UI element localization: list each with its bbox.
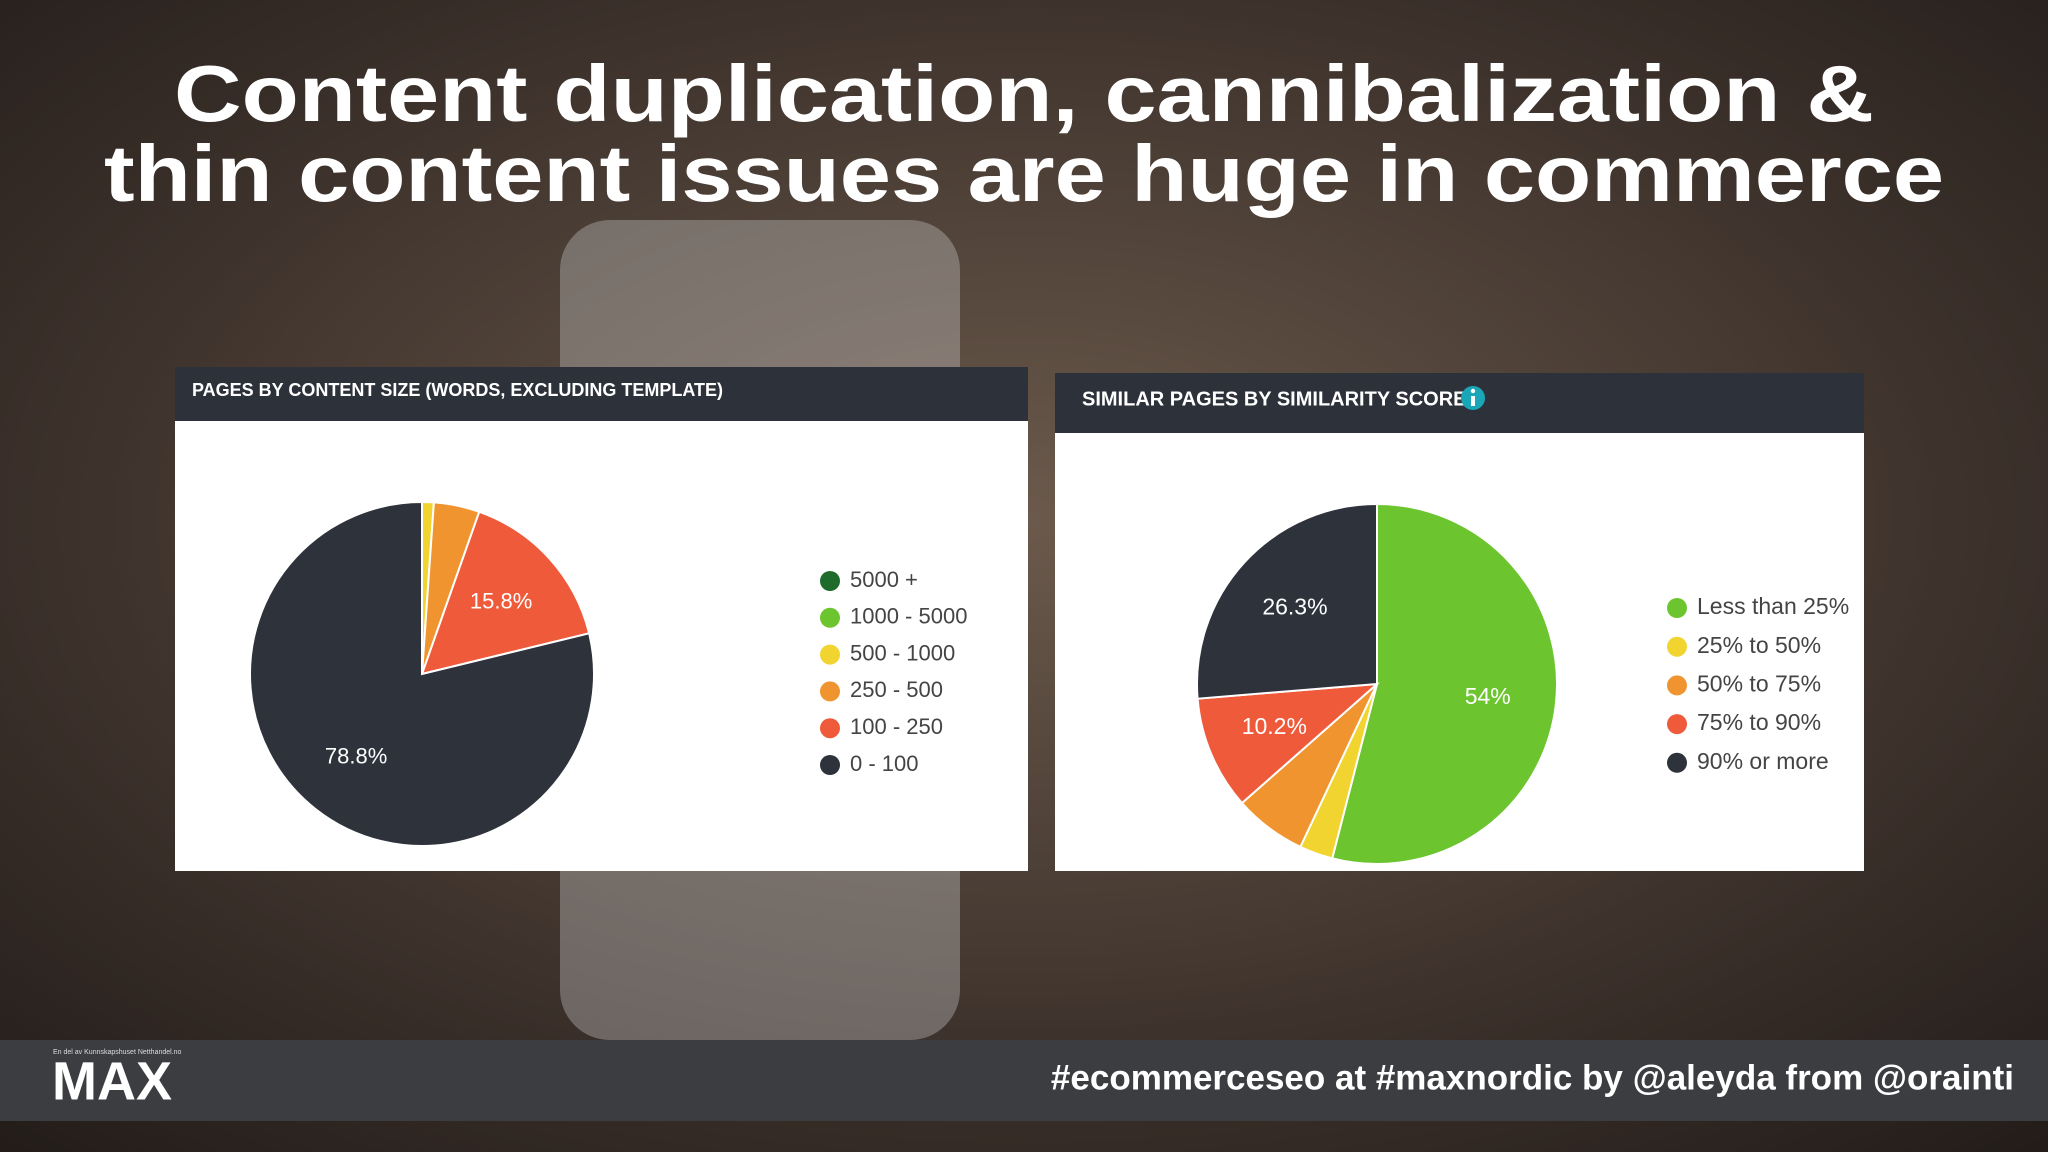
- pie-slice: [1196, 502, 1378, 700]
- pie-slice: [1331, 502, 1558, 865]
- legend-swatch: [820, 607, 840, 628]
- footer-text: #ecommerceseo at #maxnordic by @aleyda f…: [1051, 1058, 2014, 1097]
- slide-title: Content duplication, cannibalization &: [174, 49, 1874, 138]
- footer-bar: [0, 1040, 2048, 1121]
- legend-swatch: [820, 644, 840, 665]
- slice-label: 54%: [1465, 683, 1511, 709]
- legend-label: 90% or more: [1697, 748, 1829, 774]
- pie-slice: [420, 510, 591, 676]
- legend-label: 50% to 75%: [1697, 670, 1821, 696]
- legend-label: 25% to 50%: [1697, 632, 1821, 658]
- legend-swatch: [820, 681, 840, 702]
- legend-label: 0 - 100: [850, 751, 919, 776]
- legend-label: 500 - 1000: [850, 640, 955, 665]
- legend-label: 250 - 500: [850, 677, 943, 702]
- legend-swatch: [1667, 752, 1687, 773]
- legend-swatch: [1667, 598, 1687, 618]
- legend-swatch: [820, 571, 840, 591]
- legend-label: 5000 +: [850, 567, 918, 592]
- slice-label: 15.8%: [470, 588, 532, 613]
- legend-label: 75% to 90%: [1697, 709, 1821, 735]
- pie-slice: [249, 500, 595, 847]
- card-header: [175, 367, 1028, 421]
- slice-label: 10.2%: [1242, 713, 1307, 739]
- legend-label: 100 - 250: [850, 714, 943, 739]
- legend-swatch: [820, 755, 840, 775]
- card-header: [1055, 373, 1864, 433]
- legend-swatch: [1667, 714, 1687, 735]
- logo-tagline: En del av Kunnskapshuset Netthandel.no: [53, 1049, 182, 1056]
- legend-label: 1000 - 5000: [850, 604, 967, 629]
- card-title: PAGES BY CONTENT SIZE (WORDS, EXCLUDING …: [192, 380, 723, 400]
- card-title: SIMILAR PAGES BY SIMILARITY SCORE: [1082, 388, 1467, 410]
- slice-label: 26.3%: [1262, 593, 1327, 619]
- slice-label: 78.8%: [325, 744, 387, 769]
- legend-swatch: [820, 718, 840, 739]
- legend-label: Less than 25%: [1697, 593, 1849, 619]
- logo: MAX: [52, 1051, 172, 1111]
- legend-swatch: [1667, 675, 1687, 696]
- legend-swatch: [1667, 636, 1687, 657]
- pie-slice: [1196, 682, 1380, 805]
- slide-title: thin content issues are huge in commerce: [104, 129, 1944, 218]
- info-icon[interactable]: [1461, 386, 1485, 410]
